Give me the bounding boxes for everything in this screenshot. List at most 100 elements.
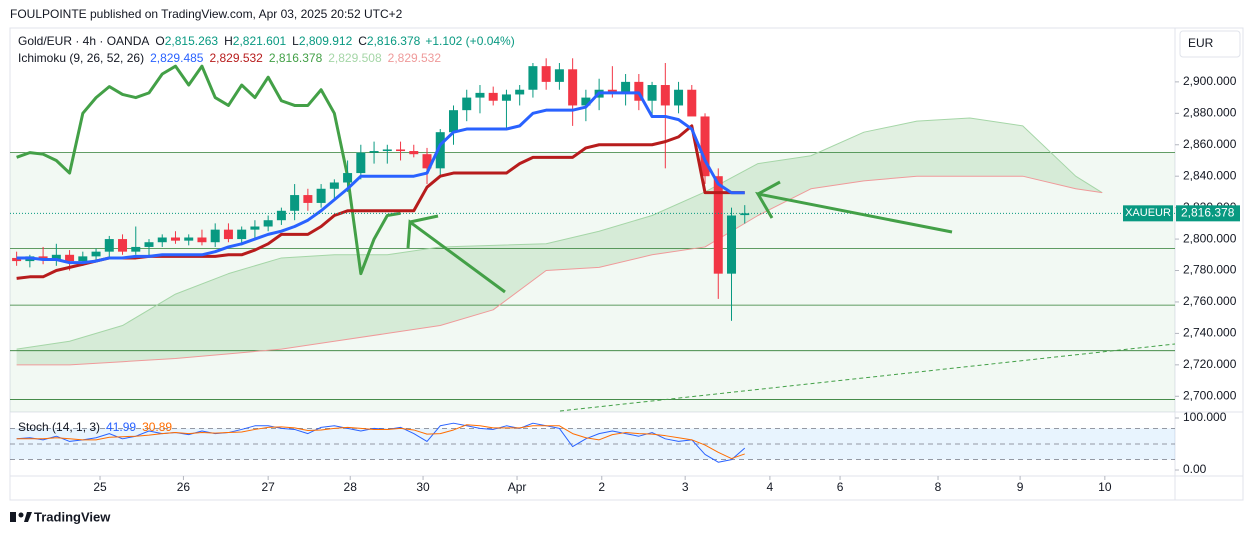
legend-item: C [358, 34, 367, 48]
stoch-y-tick-label: 0.00 [1183, 462, 1207, 476]
legend: Stoch (14, 1, 3) 41.99 30.89 [18, 420, 172, 434]
y-tick-label: 2,780.000 [1183, 263, 1237, 277]
x-tick-label: 6 [837, 480, 844, 494]
logo: TradingView [10, 509, 111, 524]
candle-body [581, 97, 591, 106]
y-tick-label: 2,760.000 [1183, 294, 1237, 308]
candle-body [197, 237, 207, 243]
candle-body [515, 89, 525, 95]
legend-item: Stoch (14, 1, 3) [18, 420, 100, 434]
candle-body [303, 195, 313, 203]
arrow [757, 180, 781, 196]
frame [9, 27, 1244, 501]
candle-body [568, 69, 578, 106]
candle-body [713, 176, 723, 274]
cloud-fill [16, 118, 1103, 365]
legend-item: 2,829.485 [150, 51, 204, 65]
x-tick-label: 2 [598, 480, 605, 494]
candle-body [263, 220, 273, 227]
candle-body [223, 229, 233, 240]
candle-body [290, 195, 300, 211]
candle-body [462, 97, 472, 111]
chikou [16, 64, 401, 276]
candle-body [184, 237, 194, 241]
legend-item: L [292, 34, 299, 48]
logo-mark [10, 512, 16, 522]
y-tick-label: 2,740.000 [1183, 326, 1237, 340]
x-tick-label: 27 [261, 480, 275, 494]
candle-body [250, 226, 260, 230]
candle-body [634, 81, 644, 101]
y-tick-label: 2,800.000 [1183, 231, 1237, 245]
legend-item: 2,829.508 [328, 51, 382, 65]
x-tick-label: 30 [416, 480, 430, 494]
legend-item: +1.102 (+0.04%) [425, 34, 514, 48]
y-tick-label: 2,720.000 [1183, 357, 1237, 371]
candle-body [210, 229, 220, 243]
candle-body [475, 92, 485, 98]
candle-body [131, 246, 141, 252]
candle-body [621, 81, 631, 93]
legend-item: 2,816.378 [269, 51, 323, 65]
legend: Ichimoku (9, 26, 52, 26) 2,829.485 2,829.5… [18, 51, 441, 65]
candle-body [78, 256, 88, 262]
candle-body [65, 254, 75, 262]
legend-item: H [224, 34, 233, 48]
candle-body [541, 66, 551, 82]
candle-body [316, 188, 326, 203]
x-tick-label: 8 [935, 480, 942, 494]
legend-item: 30.89 [142, 420, 172, 434]
currency-box[interactable] [1179, 30, 1241, 58]
legend-item: 2,829.532 [388, 51, 442, 65]
arrow [409, 214, 439, 224]
legend-item: 2,829.532 [209, 51, 263, 65]
candle-body [647, 85, 657, 101]
candle-body [144, 242, 154, 247]
legend-item: O [155, 34, 164, 48]
senkou-b [16, 175, 1103, 366]
y-tick-label: 2,860.000 [1183, 137, 1237, 151]
y-tick-label: 2,840.000 [1183, 168, 1237, 182]
candle-body [435, 132, 445, 169]
candle-body [660, 85, 670, 106]
x-tick-label: 10 [1098, 480, 1112, 494]
candle-body [554, 69, 564, 82]
legend-item: 2,816.378 [367, 34, 421, 48]
logo-mark [24, 512, 32, 522]
logo-mark [18, 512, 24, 518]
x-tick-label: 9 [1017, 480, 1024, 494]
legend-item: 2,821.601 [233, 34, 287, 48]
candle-body [170, 237, 180, 241]
candle-body [51, 254, 61, 260]
stoch-y-tick-label: 100.000 [1183, 410, 1227, 424]
price-tag-bg [1176, 205, 1240, 222]
price-tag: 2,816.378 [1181, 206, 1235, 220]
x-tick-label: 28 [344, 480, 358, 494]
candle-body [528, 66, 538, 90]
x-tick-label: 3 [682, 480, 689, 494]
stoch-line [16, 424, 745, 460]
candle-body [488, 92, 498, 101]
legend-item: 2,815.263 [165, 34, 219, 48]
trend-line [559, 343, 1176, 412]
senkou-a [16, 117, 1103, 350]
candle-body [104, 239, 114, 252]
candle-body [12, 257, 22, 262]
symbol-tag-bg [1123, 205, 1173, 222]
legend-item: 41.99 [106, 420, 136, 434]
candle-body [687, 89, 697, 117]
footer: TradingView [34, 509, 111, 524]
candle-body [369, 151, 379, 153]
candle-body [276, 210, 286, 221]
candle-body [237, 229, 247, 240]
candle-body [356, 152, 366, 174]
x-tick-label: 4 [767, 480, 774, 494]
x-tick-label: 26 [177, 480, 191, 494]
x-tick-label: 25 [93, 480, 107, 494]
y-tick-label: 2,900.000 [1183, 74, 1237, 88]
candle-body [396, 149, 406, 152]
y-tick-label: 2,700.000 [1183, 388, 1237, 402]
candle-body [409, 151, 419, 155]
